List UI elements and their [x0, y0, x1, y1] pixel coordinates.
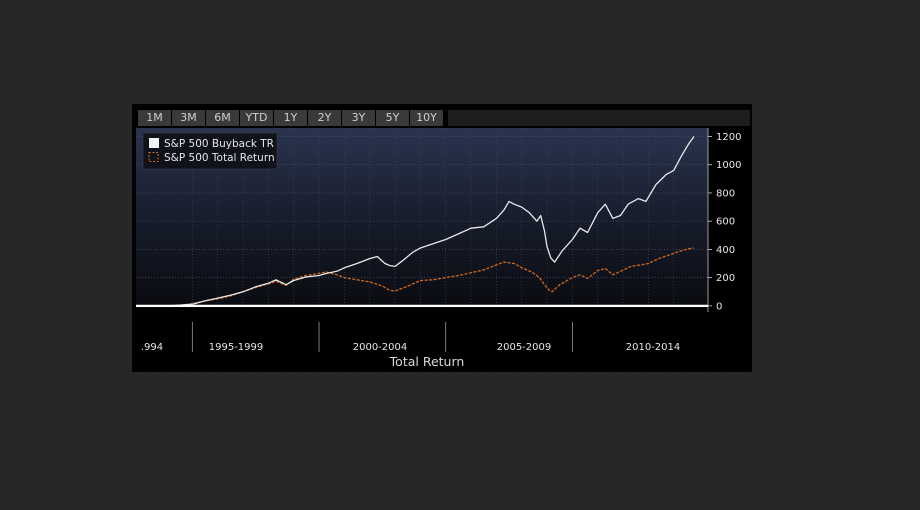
tab-10y[interactable]: 10Y [410, 110, 444, 126]
tab-1y[interactable]: 1Y [274, 110, 308, 126]
y-tick-label: 1000 [716, 160, 741, 171]
tabbar-filler [448, 110, 750, 126]
tab-5y[interactable]: 5Y [376, 110, 410, 126]
legend-box [142, 132, 278, 170]
series-line-buyback-tr [166, 136, 695, 307]
x-axis-title: Total Return [389, 354, 465, 369]
legend-label-buyback: S&P 500 Buyback TR [164, 138, 274, 150]
legend-swatch-buyback [149, 138, 159, 148]
x-category-label: 2005-2009 [497, 342, 552, 353]
tab-1m[interactable]: 1M [138, 110, 172, 126]
legend: S&P 500 Buyback TR S&P 500 Total Return [142, 132, 278, 170]
tab-3m[interactable]: 3M [172, 110, 206, 126]
y-tick-label: 400 [716, 245, 735, 256]
series-line-total-return [166, 247, 695, 307]
x-category-label: .994 [141, 342, 163, 353]
chart-panel: 1M 3M 6M YTD 1Y 2Y 3Y 5Y 10Y 0 200 400 600 800 1000 12… [132, 104, 752, 372]
x-category-label: 1995-1999 [209, 342, 264, 353]
y-tick-label: 200 [716, 273, 735, 284]
x-category-label: 2010-2014 [626, 342, 681, 353]
legend-label-total: S&P 500 Total Return [164, 152, 275, 164]
tab-6m[interactable]: 6M [206, 110, 240, 126]
chart-svg: 0 200 400 600 800 1000 1200 .994 1995-1999 2000-2… [136, 128, 741, 369]
timeframe-tabbar: 1M 3M 6M YTD 1Y 2Y 3Y 5Y 10Y [132, 104, 752, 126]
legend-swatch-total [148, 152, 159, 162]
axis-layer: 0 200 400 600 800 1000 1200 .994 1995-1999 2000-2… [136, 128, 741, 353]
y-tick-label: 800 [716, 188, 735, 199]
tab-ytd[interactable]: YTD [240, 110, 274, 126]
y-tick-label: 1200 [716, 132, 741, 143]
y-tick-label: 0 [716, 301, 722, 312]
tab-2y[interactable]: 2Y [308, 110, 342, 126]
tab-3y[interactable]: 3Y [342, 110, 376, 126]
series-layer [166, 136, 695, 307]
x-category-label: 2000-2004 [353, 342, 408, 353]
y-tick-label: 600 [716, 217, 735, 228]
